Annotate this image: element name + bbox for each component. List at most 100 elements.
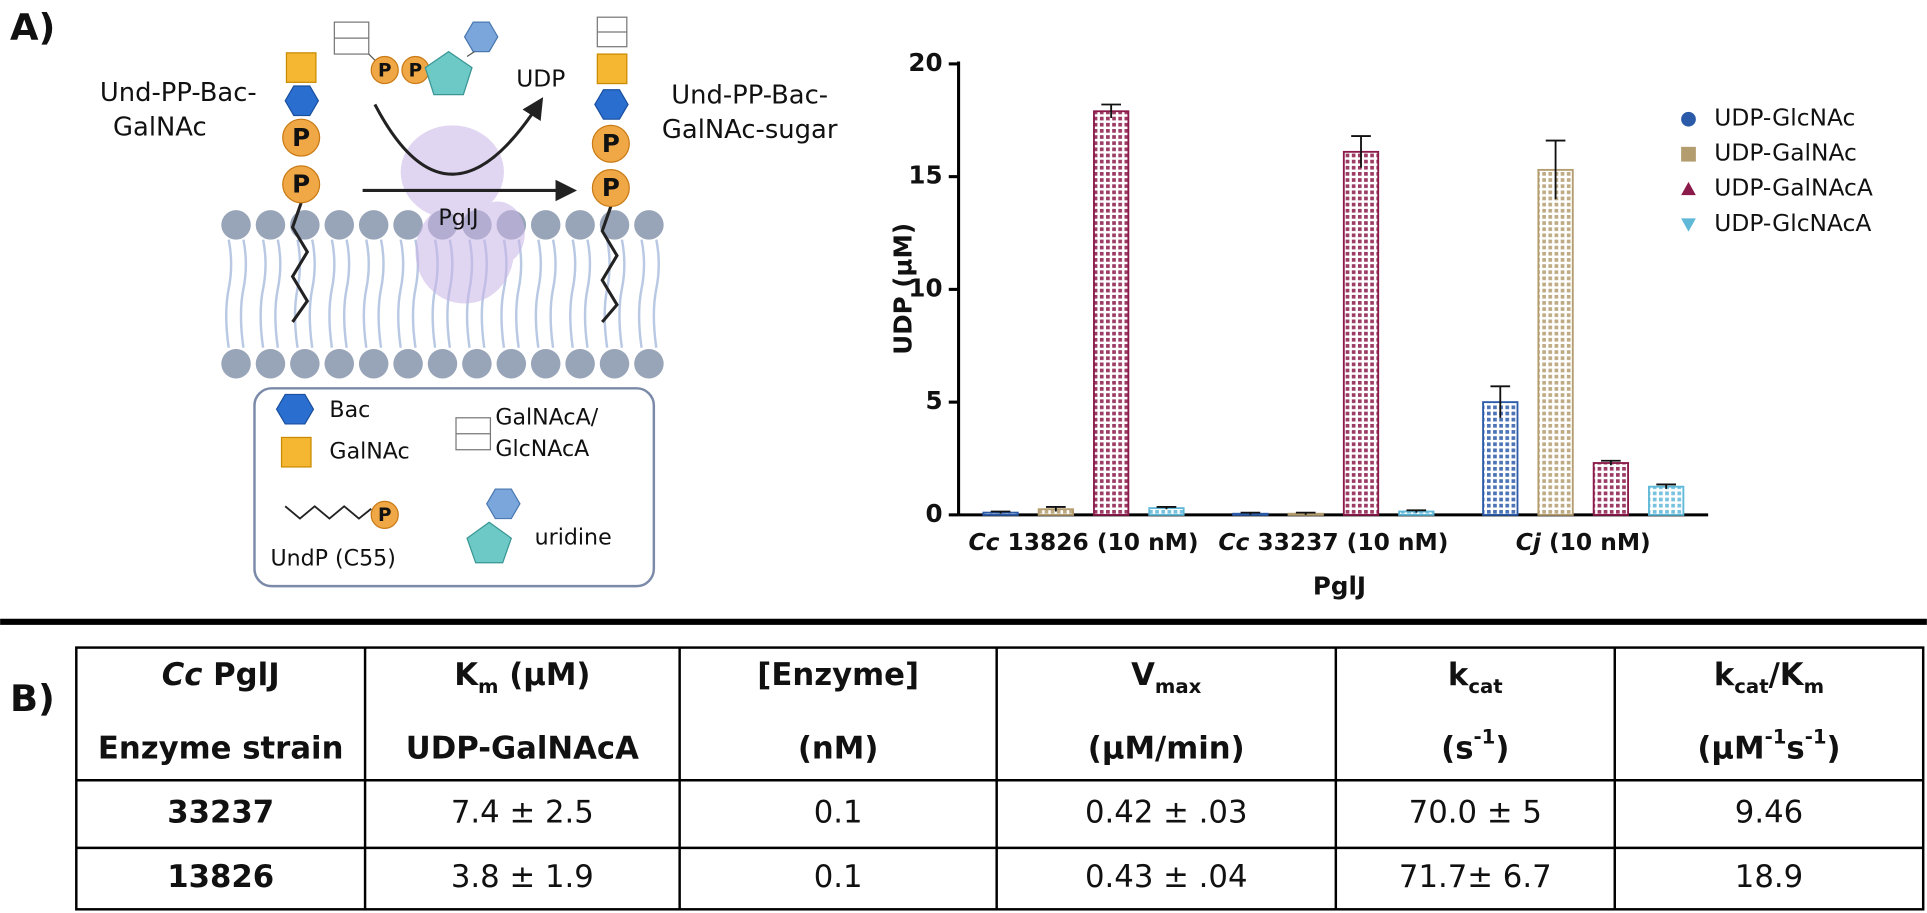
phosphate-label: P [292,170,310,199]
header-run: V [1131,656,1155,692]
lipid-head [255,210,286,240]
table-cell: 3.8 ± 1.9 [451,859,594,895]
header-run: m [478,675,498,698]
key-label: Bac [329,397,370,423]
header-run: -1 [1474,726,1496,749]
header-run: k [1448,656,1470,692]
header-run: m [1804,675,1824,698]
legend-marker [1681,111,1696,127]
lipid-tail [259,239,267,348]
lipid-tail [652,239,660,348]
header-cell: (µM/min) [1088,730,1245,766]
error-bar [1601,459,1621,466]
header-run: (nM) [798,730,879,766]
header-run: cat [1468,675,1502,698]
legend-marker [1681,181,1696,196]
error-bar [1240,511,1261,515]
table-cell: 7.4 ± 2.5 [451,795,594,831]
table-border [75,646,1925,911]
release-arrow [373,97,544,176]
legend-label: UDP-GlcNAc [1714,104,1855,132]
y-tick-label: 15 [908,161,942,190]
legend-marker [1681,218,1696,232]
lipid-head [358,210,389,240]
header-run: k [1714,656,1736,692]
bar [1648,485,1685,516]
lipid-tail [534,239,543,348]
lipid-tail [239,239,248,348]
error-bar [1156,506,1177,510]
lipid-tail [377,239,385,348]
table-cell: 0.1 [814,859,863,895]
lipid-tail [342,239,351,348]
lipid-tail [362,239,370,348]
key-label: GalNAcA/ [495,404,598,430]
substrate-lipid: P P [282,52,321,323]
phosphate-label: P [602,129,620,158]
lipid-tail [514,239,523,348]
donor: P P [333,21,499,96]
lipid-tail [224,239,233,348]
error-bar [1406,509,1427,513]
key-label: UndP (C55) [270,546,395,572]
table-cell: 33237 [167,795,274,831]
lipid-head [255,348,286,379]
lipid-head [393,348,423,379]
lipid-head [565,348,595,379]
product-lipid: P P [591,16,630,323]
header-run: ) [1495,730,1509,766]
key-label: uridine [535,525,612,551]
error-bar [1351,135,1371,168]
error-bar [1545,139,1566,200]
y-tick-label: 10 [908,273,942,302]
lipid-head [324,210,355,240]
table-cell: 13826 [167,859,274,895]
phosphate-label: P [378,60,392,81]
lipid-head [221,210,251,240]
header-cell: [Enzyme] [757,656,919,692]
table-cell: 0.43 ± .04 [1085,859,1248,895]
phosphate-label: P [409,60,423,81]
table-cell: 9.46 [1735,795,1803,831]
header-run: (µM/min) [1088,730,1245,766]
lipid-tail [637,239,646,348]
error-bar [1101,103,1121,119]
header-run: s [1786,730,1804,766]
lipid-head [358,348,389,379]
header-cell: Vmax [1131,656,1202,698]
lipid-head [565,210,595,240]
header-run: -1 [1765,726,1787,749]
lipid-head [599,348,630,379]
bar [1482,401,1519,516]
lipid-head [462,348,492,379]
header-run: Enzyme strain [98,730,344,766]
x-axis-label: PglJ [1313,571,1366,600]
header-cell: (µM-1s-1) [1697,726,1840,766]
header-cell: (s-1) [1441,726,1509,766]
lipid-tail [308,239,316,348]
header-run: cat [1734,675,1768,698]
key-label: GlcNAcA [495,436,589,462]
error-bar [1490,385,1511,418]
header-run: ) [1827,730,1841,766]
lipid-tail [274,239,282,348]
panel-label: B) [10,677,55,720]
header-run: -1 [1805,726,1827,749]
lipid-head [634,210,664,240]
product-label: Und-PP-Bac- [671,80,828,110]
header-run: (s [1441,730,1473,766]
table-cell: 70.0 ± 5 [1409,795,1542,831]
lipid-tail [397,239,405,348]
header-cell: kcat [1448,656,1503,698]
header-cell: (nM) [798,730,879,766]
y-tick-label: 0 [926,499,943,528]
table-cell: 71.7± 6.7 [1399,859,1552,895]
y-axis-label: UDP (µM) [889,223,918,355]
header-run: K [454,656,479,692]
lipid-head [530,348,561,379]
legend-label: UDP-GlcNAcA [1714,209,1871,237]
header-run: /K [1769,656,1805,692]
header-run: UDP-GalNAcA [406,730,639,766]
